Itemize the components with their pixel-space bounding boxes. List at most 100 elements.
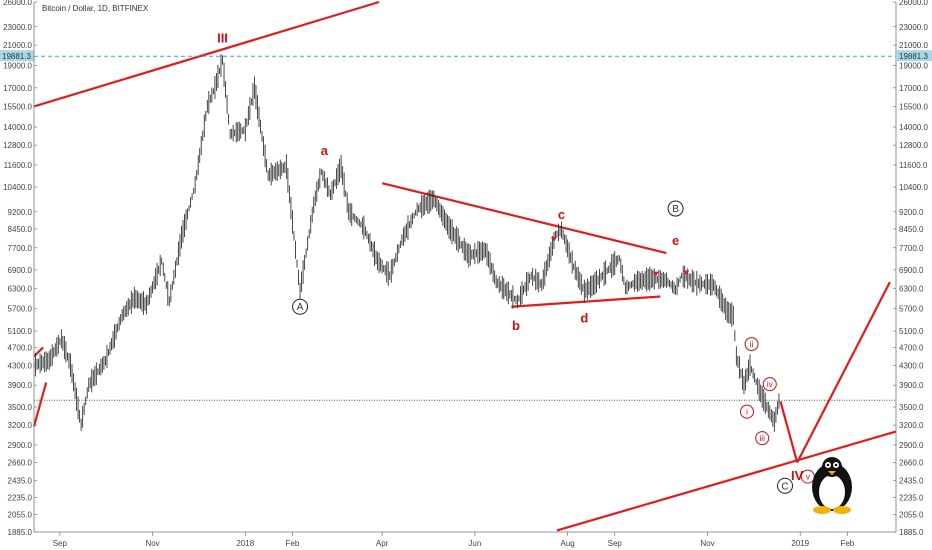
y-tick-label-right: 2660.0 <box>899 458 924 467</box>
x-tick-label: Sep <box>608 539 623 548</box>
y-tick-label-right: 2435.0 <box>899 476 924 485</box>
x-tick-label: Feb <box>840 539 854 548</box>
y-tick-label-left: 5100.0 <box>8 327 33 336</box>
y-tick-label-right: 2055.0 <box>899 511 924 520</box>
y-tick-label-right: 15500.0 <box>899 102 928 111</box>
y-tick-label-left: 6300.0 <box>8 284 33 293</box>
y-tick-label-left: 19000.0 <box>3 61 32 70</box>
trendline <box>32 382 48 427</box>
y-tick-label-left: 6900.0 <box>8 266 33 275</box>
y-tick-label-right: 6300.0 <box>899 284 924 293</box>
y-tick-label-left: 3900.0 <box>8 381 33 390</box>
y-tick-label-left: 26000.0 <box>3 0 32 7</box>
y-tick-label-left: 4300.0 <box>8 361 33 370</box>
x-tick-label: Jun <box>468 539 481 548</box>
wave-label: iii <box>760 434 766 443</box>
y-tick-label-right: 4300.0 <box>899 361 924 370</box>
y-tick-label-right: 21000.0 <box>899 41 928 50</box>
y-tick-label-left: 17000.0 <box>3 84 32 93</box>
y-tick-label-right: 2900.0 <box>899 441 924 450</box>
y-tick-label-right: 4700.0 <box>899 343 924 352</box>
wave-circle <box>777 477 794 494</box>
wave-circle <box>740 404 755 419</box>
trendline <box>556 430 897 532</box>
y-tick-label-right: 26000.0 <box>899 0 928 7</box>
y-tick-label-left: 3500.0 <box>8 403 33 412</box>
y-tick-label-left: 23000.0 <box>3 23 32 32</box>
y-tick-label-left: 7700.0 <box>8 244 33 253</box>
wave-label: B <box>672 204 679 215</box>
wave-circle <box>667 200 684 217</box>
wave-label: III <box>217 31 228 46</box>
y-tick-label-left: 9200.0 <box>8 208 33 217</box>
price-series <box>33 53 780 432</box>
y-tick-label-right: 10400.0 <box>899 183 928 192</box>
trendline <box>33 0 380 108</box>
x-tick-label: Sep <box>53 539 68 548</box>
x-tick-label: Nov <box>700 539 714 548</box>
wave-label: a <box>321 143 329 158</box>
price-tag-left <box>0 50 34 62</box>
wave-label: c <box>558 207 565 222</box>
trendline <box>779 401 799 463</box>
y-tick-label-right: 19000.0 <box>899 61 928 70</box>
price-tag-label-right: 19881.3 <box>899 52 928 61</box>
x-tick-label: 2018 <box>236 539 254 548</box>
y-tick-label-left: 1885.0 <box>8 528 33 537</box>
wave-label: iv <box>767 380 773 389</box>
y-tick-label-right: 3900.0 <box>899 381 924 390</box>
y-tick-label-right: 1885.0 <box>899 528 924 537</box>
y-tick-label-right: 6900.0 <box>899 266 924 275</box>
x-tick-label: Aug <box>561 539 575 548</box>
x-tick-label: Nov <box>145 539 159 548</box>
penguin-logo-icon <box>812 457 852 514</box>
wave-label: IV <box>791 468 804 483</box>
y-tick-label-left: 2235.0 <box>8 494 33 503</box>
wave-circle <box>744 337 759 352</box>
wave-label: i <box>746 408 748 417</box>
wave-label: C <box>781 481 788 492</box>
wave-circle <box>762 377 777 392</box>
chart-title: Bitcoin / Dollar, 1D, BITFINEX <box>42 4 149 13</box>
x-tick-label: 2019 <box>791 539 809 548</box>
y-tick-label-left: 4700.0 <box>8 343 33 352</box>
horizontal-lines: 19881.3 19881.3 <box>0 50 932 401</box>
wave-label: e <box>672 233 679 248</box>
wave-circle <box>755 431 770 446</box>
y-tick-label-left: 2900.0 <box>8 441 33 450</box>
wave-label: v <box>806 473 810 482</box>
y-tick-label-right: 8450.0 <box>899 225 924 234</box>
trendline <box>511 295 661 308</box>
arrow-marker <box>683 270 690 276</box>
y-tick-label-right: 12800.0 <box>899 141 928 150</box>
y-tick-label-left: 15500.0 <box>3 102 32 111</box>
y-tick-label-left: 2435.0 <box>8 476 33 485</box>
y-tick-label-left: 8450.0 <box>8 225 33 234</box>
y-tick-label-left: 2055.0 <box>8 511 33 520</box>
y-tick-label-left: 2660.0 <box>8 458 33 467</box>
y-tick-label-right: 3200.0 <box>899 421 924 430</box>
y-tick-label-right: 5100.0 <box>899 327 924 336</box>
y-tick-label-left: 12800.0 <box>3 141 32 150</box>
y-tick-label-right: 11600.0 <box>899 161 928 170</box>
y-tick-label-right: 9200.0 <box>899 208 924 217</box>
price-tag-right <box>897 50 932 62</box>
trendline <box>796 281 891 463</box>
y-tick-label-left: 3200.0 <box>8 421 33 430</box>
y-tick-label-left: 11600.0 <box>4 161 33 170</box>
y-tick-label-right: 2235.0 <box>899 494 924 503</box>
y-tick-label-right: 5700.0 <box>899 305 924 314</box>
wave-label: ii <box>750 340 754 349</box>
wave-label: b <box>512 318 520 333</box>
wave-circle <box>292 298 309 315</box>
arrow-marker <box>652 271 659 277</box>
y-tick-label-right: 17000.0 <box>899 84 928 93</box>
price-tag-label-left: 19881.3 <box>2 52 31 61</box>
y-tick-label-left: 10400.0 <box>3 183 32 192</box>
y-tick-label-left: 21000.0 <box>3 41 32 50</box>
y-tick-label-right: 7700.0 <box>899 244 924 253</box>
y-tick-label-right: 23000.0 <box>899 23 928 32</box>
y-tick-label-right: 3500.0 <box>899 403 924 412</box>
